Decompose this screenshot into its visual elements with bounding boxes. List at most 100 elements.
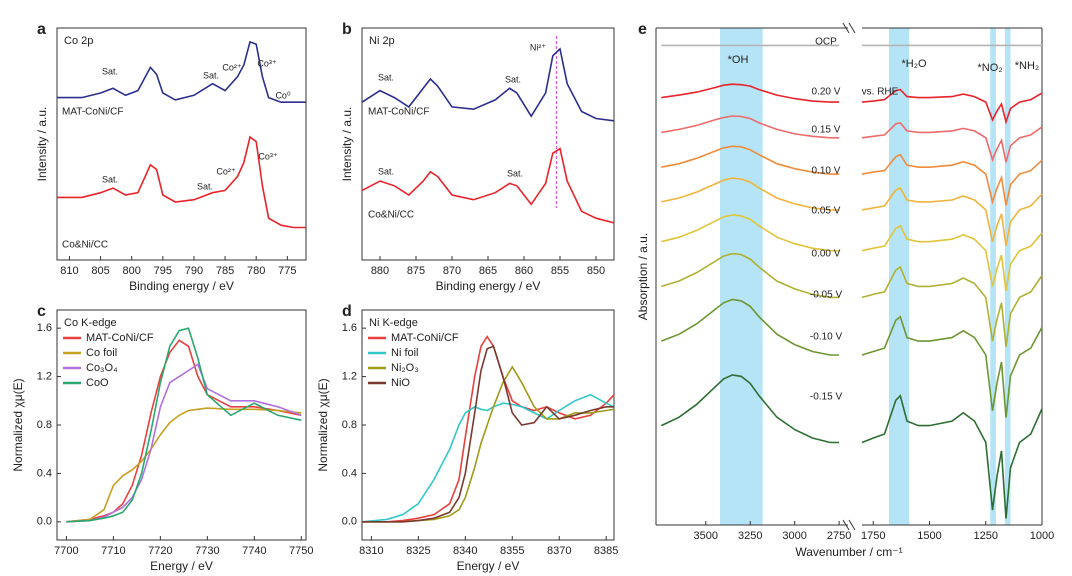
curve-label: MAT-CoNi/CF [62,107,123,118]
series-line [661,145,1043,206]
x-tick-label: 7700 [54,545,78,557]
x-tick-label: 8310 [359,545,383,557]
x-axis-title: Energy / eV [457,559,520,573]
peak-label: Sat. [197,181,213,191]
x-tick-label: 8325 [406,545,430,557]
legend-label: MAT-CoNi/CF [86,332,154,344]
series-line [66,327,302,523]
x-tick-label: 870 [443,265,461,277]
curve-label: MAT-CoNi/CF [368,107,429,118]
x-axis-title: Wavenumber / cm⁻¹ [795,545,902,559]
y-tick-label: 0.8 [37,419,52,431]
y-tick-label: 1.2 [342,370,357,382]
x-axis-title: Binding energy / eV [436,279,541,293]
x-tick-label: 785 [216,265,234,277]
series-line [661,252,1043,347]
x-axis-title: Energy / eV [150,559,213,573]
panel-title: Co K-edge [64,317,117,329]
series-line [361,393,615,523]
x-tick-label: 2750 [827,530,851,542]
series-label: 0.15 V [812,125,841,136]
curve-label: Co&Ni/CC [62,240,108,251]
x-tick-label: 8385 [594,545,618,557]
series-line [66,407,302,523]
x-tick-label: 1500 [917,530,941,542]
x-tick-label: 880 [371,265,389,277]
series-line [661,177,1043,246]
legend-label: Co foil [86,347,117,359]
legend-label: Ni₂O₃ [391,362,419,374]
peak-label: Co²⁺ [216,166,236,176]
x-tick-label: 795 [154,265,172,277]
break-mark [848,22,856,34]
x-tick-label: 805 [91,265,109,277]
y-tick-label: 0.8 [342,419,357,431]
legend-label: CoO [86,377,109,389]
x-axis-title: Binding energy / eV [129,279,234,293]
peak-label: Sat. [203,70,219,80]
x-tick-label: 8355 [500,545,524,557]
x-tick-label: 3250 [738,530,762,542]
x-tick-label: 7710 [101,545,125,557]
series-label: 0.10 V [812,166,841,177]
x-tick-label: 7740 [242,545,266,557]
x-tick-label: 3000 [782,530,806,542]
y-tick-label: 0.0 [342,516,357,528]
plot-frame [56,309,307,541]
panel-letter: d [342,303,352,320]
y-tick-label: 1.2 [37,370,52,382]
band-label: *H₂O [901,58,926,70]
highlight-band [990,28,996,525]
curve-label: Co&Ni/CC [368,210,414,221]
x-tick-label: 855 [551,265,569,277]
peak-label: Co³⁺ [258,151,278,161]
y-axis-title: Intensity / a.u. [35,107,49,182]
series-line [361,147,615,224]
y-axis-title: Normalized χμ(E) [316,378,330,471]
peak-label: Sat. [102,174,118,184]
x-tick-label: 780 [247,265,265,277]
peak-label: Sat. [507,168,523,178]
x-tick-label: 8370 [547,545,571,557]
band-label: *NO₂ [977,62,1002,74]
x-tick-label: 3500 [694,530,718,542]
y-axis-title: Intensity / a.u. [340,107,354,182]
x-tick-label: 790 [185,265,203,277]
series-line [661,298,1043,418]
series-label: 0.00 V [812,249,841,260]
band-label: *OH [728,54,749,66]
y-tick-label: 0.4 [342,467,357,479]
series-line [57,135,306,229]
panel-letter: b [342,21,352,38]
y-tick-label: 1.6 [342,322,357,334]
x-tick-label: 1750 [861,530,885,542]
panel-title: Ni K-edge [369,317,418,329]
series-label: 0.05 V [812,206,841,217]
series-line [362,345,614,523]
x-tick-label: 875 [407,265,425,277]
peak-label: Sat. [378,166,394,176]
series-label: -0.15 V [810,392,843,403]
legend-label: Ni foil [391,347,419,359]
plot-frame [361,27,615,261]
x-tick-label: 810 [60,265,78,277]
legend-label: MAT-CoNi/CF [391,332,459,344]
peak-label: Co³⁺ [257,58,277,68]
series-line [660,374,1043,519]
x-tick-label: 800 [123,265,141,277]
peak-label: Ni²⁺ [530,42,546,52]
peak-label: Co⁰ [275,90,291,100]
peak-label: Sat. [378,72,394,82]
series-line [661,214,1043,292]
x-tick-label: 8340 [453,545,477,557]
panel-letter: e [638,21,647,38]
x-tick-label: 1000 [1030,530,1054,542]
axis-break [842,22,856,531]
panel-letter: a [37,21,46,38]
series-label: 0.20 V [812,87,841,98]
y-tick-label: 1.6 [37,322,52,334]
series-line [661,83,1043,125]
x-tick-label: 7720 [148,545,172,557]
y-axis-title: Absorption / a.u. [636,233,650,320]
